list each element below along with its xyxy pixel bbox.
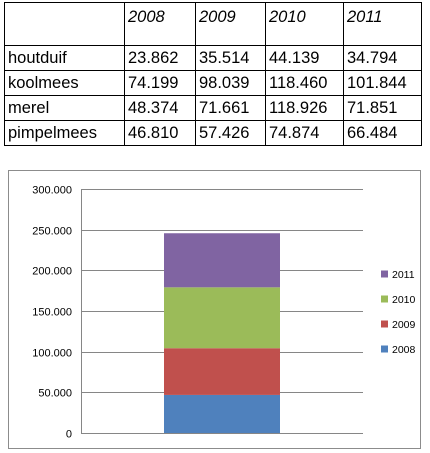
table-cell: 74.199 <box>124 70 196 96</box>
table-row: merel 48.374 71.661 118.926 71.851 <box>4 95 422 121</box>
table-cell: 48.374 <box>124 95 196 121</box>
y-tick-label: 150.000 <box>32 307 72 319</box>
table-header-cell: 2009 <box>195 2 266 46</box>
bar-segment-2009 <box>164 348 280 395</box>
table-header-cell: 2010 <box>265 2 344 46</box>
table-cell: 71.851 <box>343 95 422 121</box>
table-cell: 57.426 <box>195 120 266 146</box>
table-cell: merel <box>4 95 125 121</box>
table-cell: 101.844 <box>343 70 422 96</box>
table-cell: 44.139 <box>265 45 344 71</box>
table-cell: 66.484 <box>343 120 422 146</box>
legend-swatch-2011 <box>381 270 388 278</box>
table-header-cell <box>4 2 125 46</box>
table-header-cell: 2008 <box>124 2 196 46</box>
chart-frame: 0 50.000 100.000 150.000 200.000 250.000 300.0… <box>8 170 421 449</box>
table-cell: houtduif <box>4 45 125 71</box>
y-tick-label: 200.000 <box>32 266 72 278</box>
table-cell: 98.039 <box>195 70 266 96</box>
table-cell: 23.862 <box>124 45 196 71</box>
table-row: houtduif 23.862 35.514 44.139 34.794 <box>4 45 422 71</box>
table-cell: 34.794 <box>343 45 422 71</box>
legend-swatch-2009 <box>381 320 388 328</box>
y-tick-label: 300.000 <box>32 185 72 197</box>
table-cell: 118.926 <box>265 95 344 121</box>
table-cell: koolmees <box>4 70 125 96</box>
y-tick-label: 50.000 <box>38 388 72 400</box>
legend-label-2010: 2010 <box>392 294 416 306</box>
legend-label-2011: 2011 <box>392 269 415 281</box>
y-tick-label: 100.000 <box>32 348 72 360</box>
legend-label-2009: 2009 <box>392 319 416 331</box>
data-table: 2008 2009 2010 2011 houtduif 23.862 35.5… <box>4 2 422 146</box>
bar-segment-2008 <box>164 394 280 433</box>
table-cell: 46.810 <box>124 120 196 146</box>
table-cell: 74.874 <box>265 120 344 146</box>
table-cell: pimpelmees <box>4 120 125 146</box>
table-cell: 35.514 <box>195 45 266 71</box>
table-header-row: 2008 2009 2010 2011 <box>4 2 422 46</box>
legend-swatch-2010 <box>381 295 388 303</box>
y-tick-label: 250.000 <box>32 226 72 238</box>
legend-swatch-2008 <box>381 345 388 353</box>
table-cell: 118.460 <box>265 70 344 96</box>
table-row: pimpelmees 46.810 57.426 74.874 66.484 <box>4 120 422 146</box>
table-row: koolmees 74.199 98.039 118.460 101.844 <box>4 70 422 96</box>
bar-segment-2011 <box>164 233 280 288</box>
table-header-cell: 2011 <box>343 2 422 46</box>
bar-segment-2010 <box>164 287 280 349</box>
y-tick-label: 0 <box>66 429 72 441</box>
legend-label-2008: 2008 <box>392 344 416 356</box>
table-cell: 71.661 <box>195 95 266 121</box>
stacked-bar-chart: 0 50.000 100.000 150.000 200.000 250.000 300.0… <box>32 185 416 441</box>
